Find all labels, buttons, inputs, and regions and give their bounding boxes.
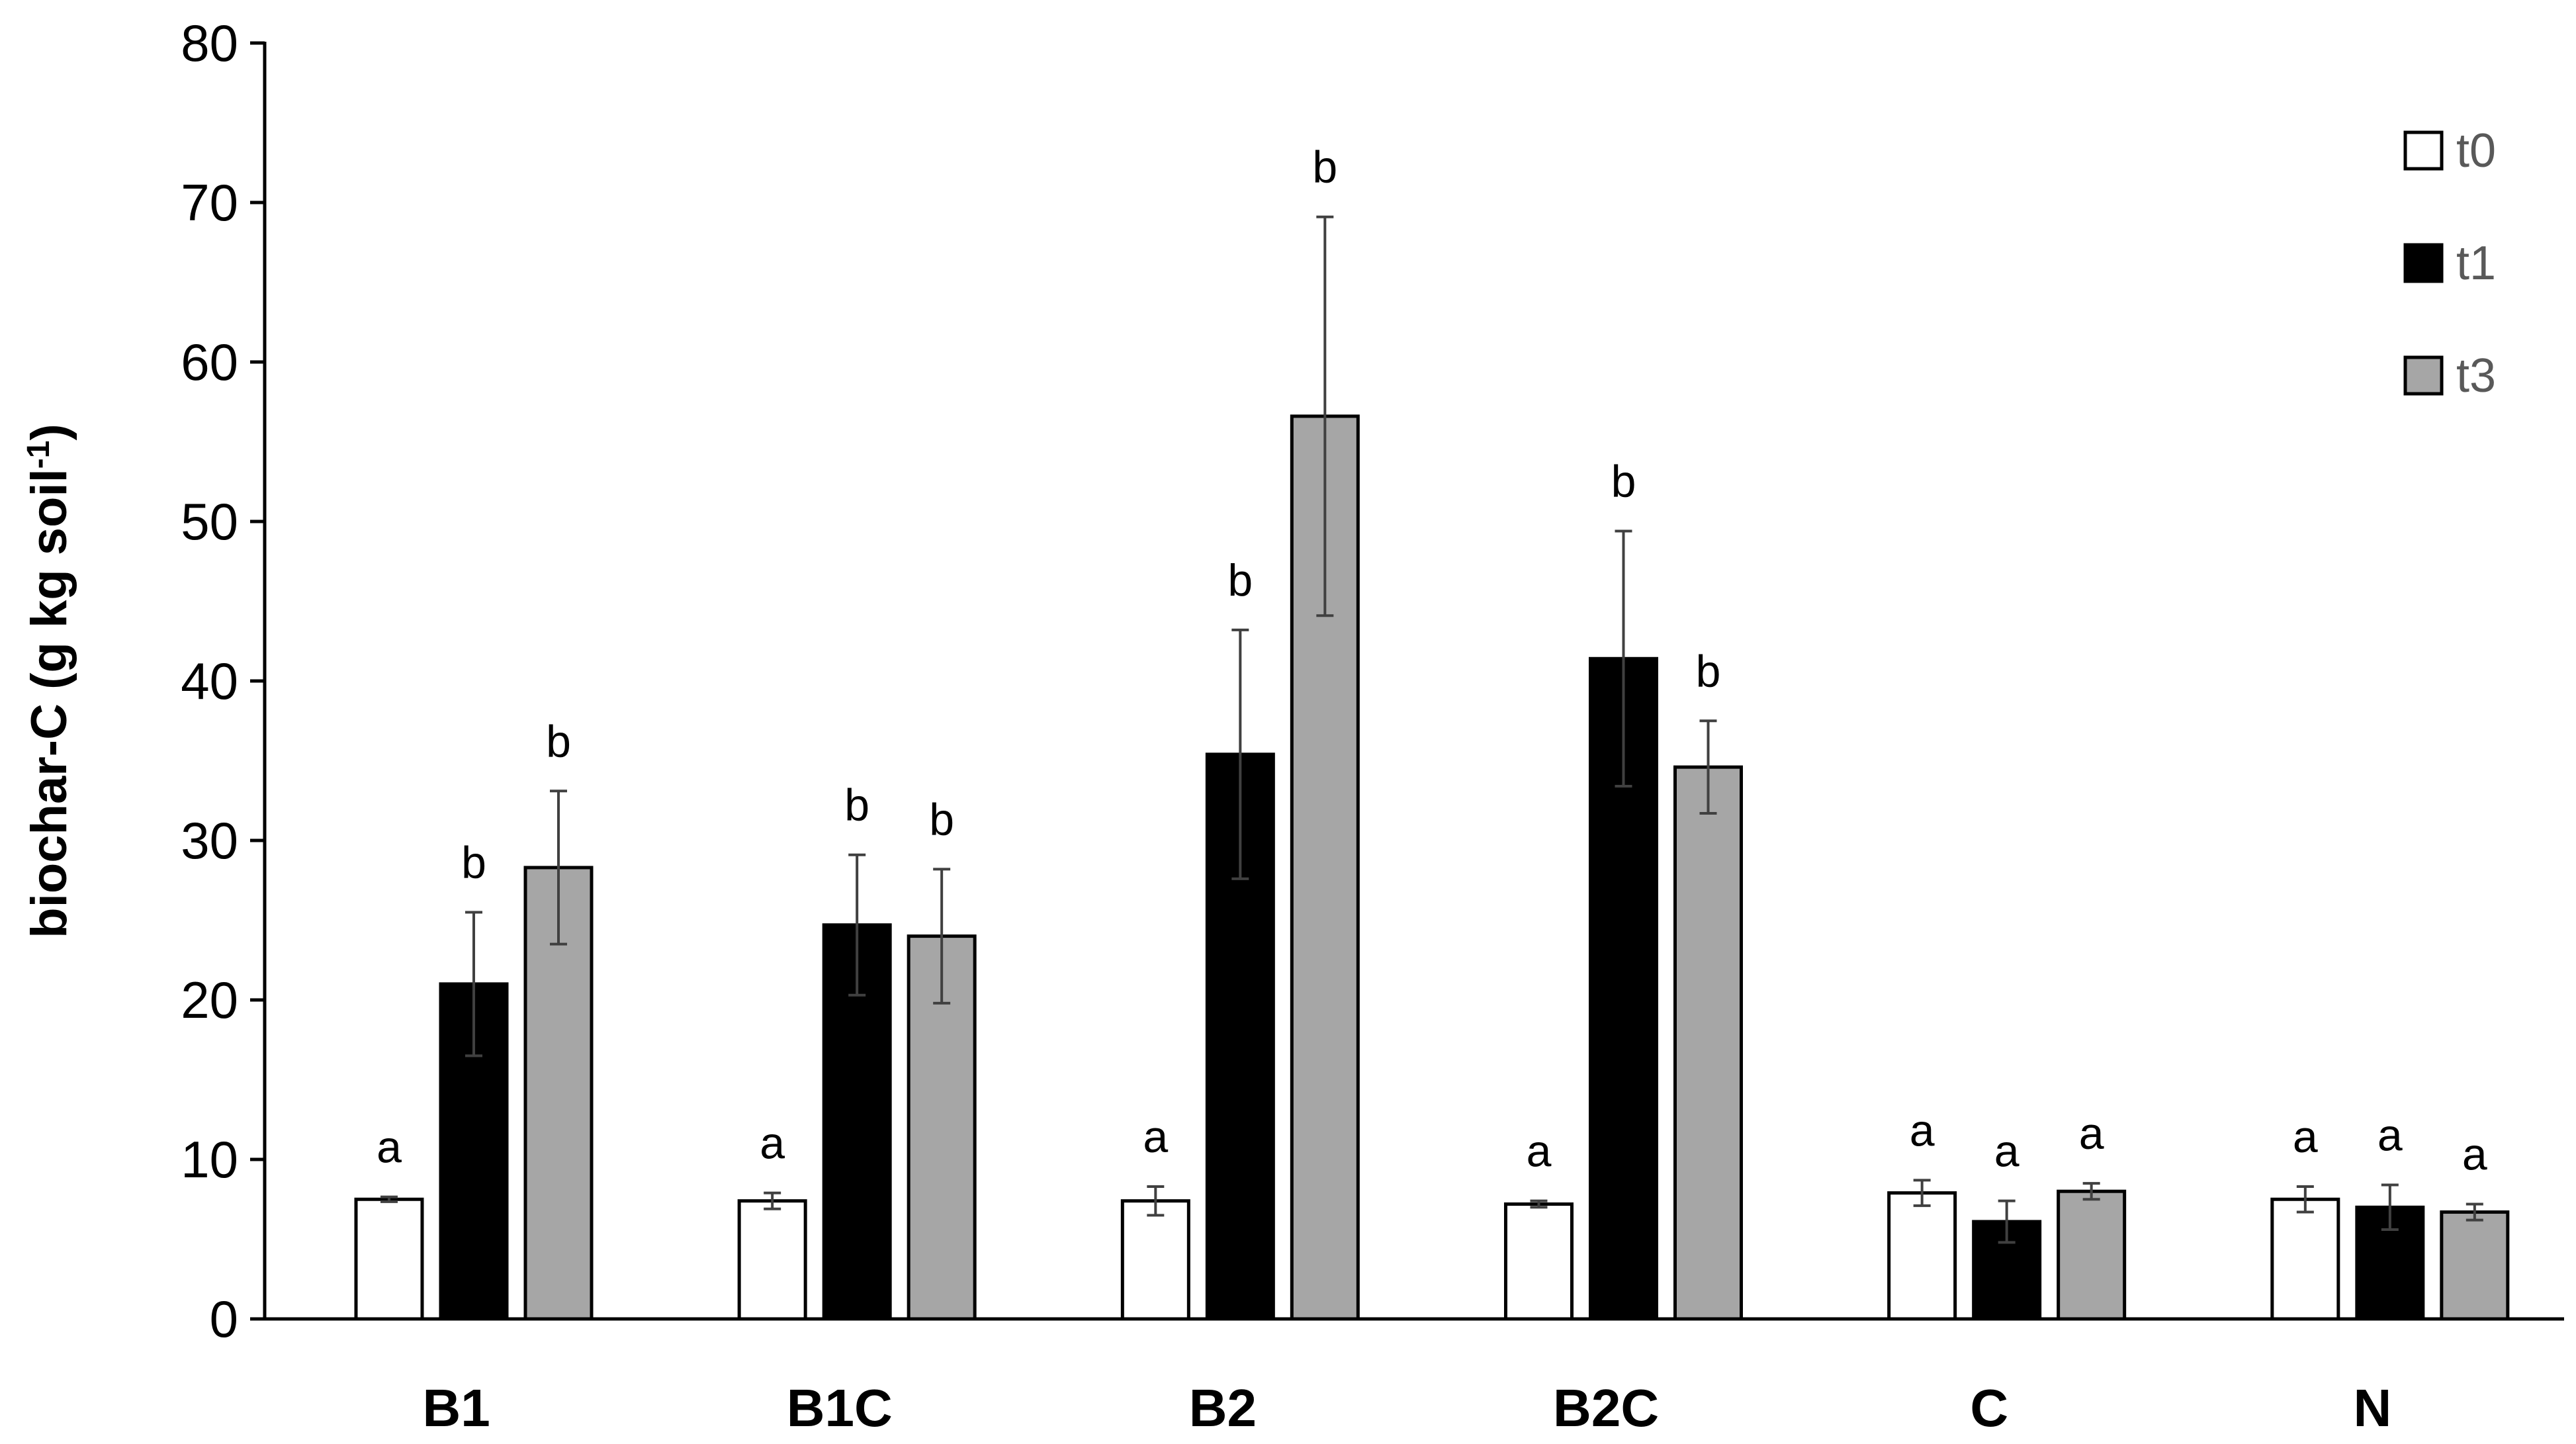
y-tick-label-80: 80 <box>181 14 238 72</box>
y-tick-label-50: 50 <box>181 492 238 551</box>
y-axis-label-close: ) <box>21 424 77 440</box>
legend-swatch-t0 <box>2403 130 2444 171</box>
significance-letter-B1C-t3: b <box>929 794 954 844</box>
axes <box>263 42 2564 1321</box>
significance-letter-B1-t3: b <box>546 716 571 766</box>
x-tick-label-B2: B2 <box>1189 1378 1257 1437</box>
x-axis-labels: B1 B1C B2 B2C C N <box>422 1378 2391 1437</box>
significance-letter-B2C-t3: b <box>1696 646 1721 696</box>
bar-B1-t0 <box>354 1197 424 1321</box>
bar-N-t3 <box>2440 1210 2510 1321</box>
significance-letter-B1C-t1: b <box>844 780 869 831</box>
legend-label-t1: t1 <box>2456 237 2496 290</box>
significance-letter-B1C-t0: a <box>760 1118 785 1169</box>
legend-label-t0: t0 <box>2456 124 2496 177</box>
bar-B2C-t0 <box>1504 1202 1574 1321</box>
significance-letter-B2-t3: b <box>1312 142 1337 193</box>
legend-label-t3: t3 <box>2456 349 2496 402</box>
x-tick-label-C: C <box>1970 1378 2008 1437</box>
y-tick-label-10: 10 <box>181 1130 238 1189</box>
y-tick-label-30: 30 <box>181 811 238 870</box>
bar-B2-t0 <box>1120 1199 1190 1321</box>
x-tick-label-B2C: B2C <box>1553 1378 1659 1437</box>
bar-N-t0 <box>2270 1197 2340 1321</box>
significance-letter-B1-t1: b <box>461 837 486 887</box>
bar-C-t0 <box>1887 1191 1957 1321</box>
bar-C-t3 <box>2057 1189 2127 1321</box>
y-axis-label: biochar-C (g kg soil-1) <box>21 424 78 938</box>
bar-B1C-t0 <box>737 1199 807 1321</box>
significance-letter-B2-t1: b <box>1227 555 1253 606</box>
significance-letter-C-t0: a <box>1910 1105 1935 1155</box>
y-tick-label-60: 60 <box>181 333 238 391</box>
legend-swatch-t3 <box>2403 355 2444 396</box>
bars <box>354 414 2510 1321</box>
significance-letter-B2-t0: a <box>1143 1112 1168 1162</box>
significance-letter-N-t3: a <box>2462 1129 2487 1179</box>
significance-letter-B1-t0: a <box>377 1122 402 1173</box>
y-axis: 0 10 20 30 40 50 60 70 80 <box>181 14 265 1348</box>
y-axis-label-superscript: -1 <box>21 441 56 469</box>
bar-B2C-t3 <box>1673 765 1743 1321</box>
error-bars <box>380 215 2483 1244</box>
significance-letters: a b b a b b a b b a b b a a a a a a <box>377 142 2487 1180</box>
legend-swatch-t1 <box>2403 243 2444 283</box>
x-tick-label-B1: B1 <box>422 1378 490 1437</box>
x-tick-label-B1C: B1C <box>787 1378 893 1437</box>
legend: t0 t1 t3 <box>2403 124 2496 402</box>
y-axis-label-main: biochar-C (g kg soil <box>21 469 77 938</box>
significance-letter-C-t3: a <box>2079 1108 2104 1159</box>
y-axis-title: biochar-C (g kg soil-1) <box>21 424 78 938</box>
significance-letter-C-t1: a <box>1994 1126 2020 1177</box>
y-tick-label-40: 40 <box>181 652 238 710</box>
y-tick-label-20: 20 <box>181 971 238 1029</box>
y-tick-label-70: 70 <box>181 173 238 232</box>
significance-letter-N-t0: a <box>2293 1112 2318 1162</box>
significance-letter-B2C-t0: a <box>1527 1126 1552 1177</box>
x-tick-label-N: N <box>2354 1378 2392 1437</box>
significance-letter-B2C-t1: b <box>1611 456 1636 506</box>
significance-letter-N-t1: a <box>2377 1110 2403 1161</box>
y-tick-label-0: 0 <box>210 1290 238 1348</box>
